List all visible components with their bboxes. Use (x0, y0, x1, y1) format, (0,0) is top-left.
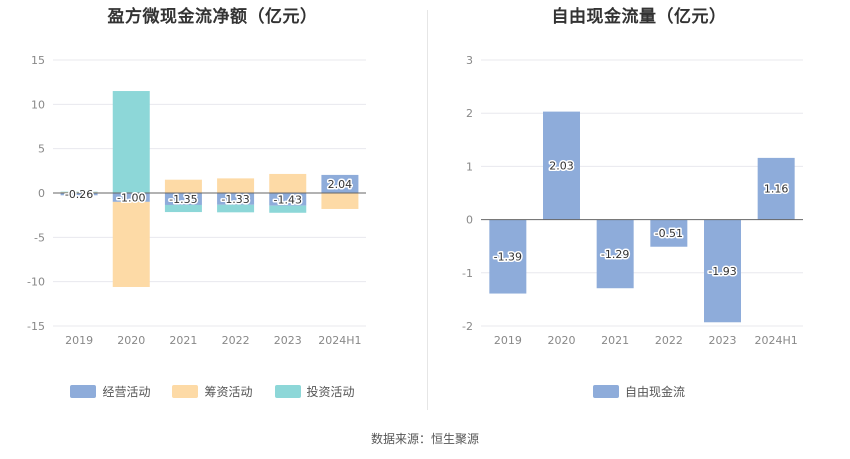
y-tick-label: 0 (466, 214, 473, 227)
chart-legend: 自由现金流 (428, 383, 850, 400)
bar-2-2021[interactable] (164, 179, 202, 193)
x-tick-label: 2020 (117, 334, 145, 347)
free-cash-flow-chart: 3 2 1 0 -1 -2 2019 2020 2021 2022 2023 2024H1 -1.39 2… (462, 54, 803, 347)
y-tick-label: -1 (462, 267, 473, 280)
legend-label: 投资活动 (306, 385, 355, 399)
bar-3-2022[interactable] (217, 204, 255, 213)
x-tick-label: 2020 (548, 334, 576, 347)
cash-flow-chart-panel: 盈方微现金流净额（亿元） 15 10 5 0 -5 -10 -15 2019 2020 2021 2… (0, 0, 425, 420)
chart-title: 盈方微现金流净额（亿元） (107, 7, 318, 27)
data-label: -1.43 (274, 193, 302, 206)
bar-1-2020[interactable] (543, 111, 580, 220)
x-tick-label: 2024H1 (318, 334, 361, 347)
legend-swatch (172, 385, 199, 398)
bar-1-2023[interactable] (269, 193, 307, 206)
data-label: -0.51 (655, 227, 683, 240)
x-tick-label: 2019 (494, 334, 522, 347)
y-tick-label: 2 (466, 107, 473, 120)
bar-2-2024H1[interactable] (321, 193, 359, 209)
x-tick-label: 2022 (655, 334, 683, 347)
bar-2-2020[interactable] (112, 201, 150, 287)
data-label: -1.35 (169, 193, 197, 206)
panel-divider (427, 10, 428, 410)
legend-swatch (592, 385, 619, 398)
bar-3-2021[interactable] (164, 204, 202, 213)
bar-3-2019[interactable] (60, 191, 98, 193)
bar-1-2024H1[interactable] (321, 174, 359, 193)
data-label: -1.29 (601, 248, 629, 261)
bar-1-2022[interactable] (217, 193, 255, 205)
y-tick-label: 15 (31, 54, 45, 67)
bar-1-2021[interactable] (596, 219, 634, 289)
x-tick-label: 2023 (274, 334, 302, 347)
y-tick-label: -15 (27, 320, 45, 333)
data-label: 2.04 (328, 178, 353, 191)
x-tick-label: 2022 (222, 334, 250, 347)
legend-label: 经营活动 (102, 385, 151, 399)
bar-1-2022[interactable] (650, 219, 688, 247)
y-tick-label: 5 (38, 143, 45, 156)
x-tick-label: 2019 (65, 334, 93, 347)
y-tick-label: 3 (466, 54, 473, 67)
chart-legend: 经营活动 筹资活动 投资活动 (0, 383, 425, 400)
legend-swatch (70, 385, 97, 398)
legend-item[interactable]: 自由现金流 (592, 383, 685, 400)
y-tick-label: -10 (27, 276, 45, 289)
x-tick-label: 2021 (601, 334, 629, 347)
x-tick-label: 2023 (709, 334, 737, 347)
legend-item[interactable]: 筹资活动 (172, 383, 253, 400)
x-tick-label: 2024H1 (755, 334, 798, 347)
bar-1-2023[interactable] (704, 219, 741, 323)
chart-title: 自由现金流量（亿元） (551, 7, 727, 27)
data-label: -1.39 (494, 251, 522, 264)
data-label: 2.03 (549, 160, 574, 173)
legend-swatch (274, 385, 301, 398)
y-tick-label: -5 (34, 231, 45, 244)
free-cash-flow-chart-panel: 自由现金流量（亿元） 3 2 1 0 -1 -2 2019 2020 2021 2022 2023 2… (428, 0, 850, 420)
data-label: -1.00 (117, 191, 145, 204)
y-tick-label: -2 (462, 320, 473, 333)
data-label: -0.26 (65, 188, 93, 201)
bar-1-2024H1[interactable] (757, 157, 795, 220)
bar-1-2019[interactable] (489, 219, 527, 294)
data-label: -1.33 (221, 193, 249, 206)
y-tick-label: 1 (466, 160, 473, 173)
cash-flow-chart: 15 10 5 0 -5 -10 -15 2019 2020 2021 2022 2023 2024H1… (27, 54, 366, 347)
x-tick-label: 2021 (169, 334, 197, 347)
legend-label: 筹资活动 (204, 385, 253, 399)
legend-item[interactable]: 投资活动 (274, 383, 355, 400)
y-tick-label: 10 (31, 98, 45, 111)
y-tick-label: 0 (38, 187, 45, 200)
data-label: 1.16 (764, 183, 789, 196)
bar-2-2022[interactable] (217, 178, 255, 193)
data-source: 数据来源：恒生聚源 (370, 432, 479, 446)
bar-2-2023[interactable] (269, 173, 307, 193)
legend-item[interactable]: 经营活动 (70, 383, 150, 400)
bar-1-2019[interactable] (60, 193, 98, 196)
bar-3-2020[interactable] (112, 91, 150, 193)
data-label: -1.93 (708, 265, 736, 278)
bar-1-2021[interactable] (164, 193, 202, 205)
bar-3-2023[interactable] (269, 205, 307, 213)
legend-label: 自由现金流 (624, 385, 685, 399)
bar-1-2020[interactable] (112, 193, 150, 202)
